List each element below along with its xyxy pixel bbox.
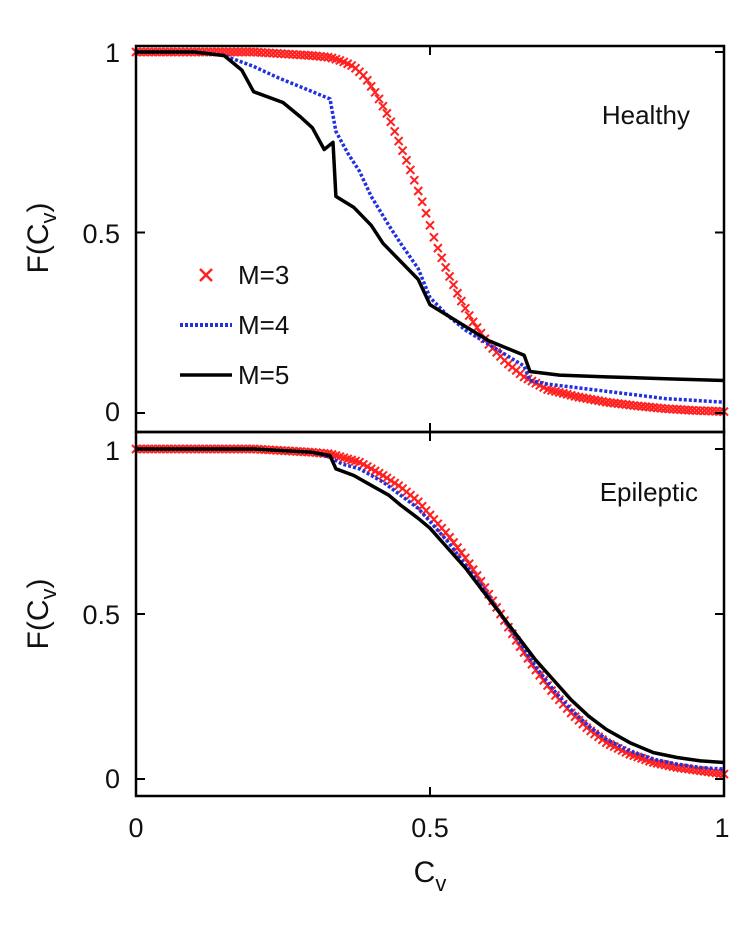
data-marker-m3	[366, 81, 376, 92]
series-line-m4	[136, 50, 725, 404]
data-marker-m3	[425, 220, 435, 230]
y-tick-label-0: 0	[105, 764, 120, 794]
data-marker-m3	[421, 208, 431, 218]
x-tick-label-0: 0	[128, 813, 143, 843]
data-marker-m3	[433, 243, 443, 253]
panel-label-epileptic: Epileptic	[600, 477, 698, 507]
legend: M=3 M=4 M=5	[180, 260, 289, 390]
data-marker-m3	[401, 155, 412, 166]
series-layer	[131, 444, 729, 779]
series-line-m5	[136, 50, 725, 383]
data-marker-m3	[440, 262, 451, 273]
panel-healthy: 0 0.5 1 F(Cv) Healthy M=3 M=4 M=5	[22, 38, 729, 434]
y-tick-label-0.5: 0.5	[82, 219, 120, 249]
data-marker-m3	[448, 280, 459, 290]
y-tick-label-0.5: 0.5	[82, 600, 120, 630]
tick-marks	[135, 46, 725, 432]
data-marker-m3	[417, 197, 427, 207]
legend-label-m3: M=3	[238, 260, 289, 290]
data-marker-m3	[452, 288, 463, 298]
data-marker-m3	[382, 108, 392, 119]
data-marker-m3	[464, 559, 474, 569]
data-marker-m3	[460, 303, 470, 314]
y-tick-label-0: 0	[105, 397, 120, 427]
panel-epileptic: 0 0.5 1 0 0.5 1 F(Cv) Cv Epileptic	[22, 430, 730, 896]
data-marker-m3	[413, 186, 423, 196]
data-marker-m3	[409, 175, 420, 185]
data-marker-m3	[468, 317, 478, 327]
legend-marker-m3	[199, 268, 213, 282]
data-marker-m3	[429, 232, 439, 243]
y-tick-label-1: 1	[105, 436, 120, 466]
data-marker-m3	[386, 117, 396, 127]
series-line-m4	[136, 447, 725, 771]
data-marker-m3	[378, 101, 388, 111]
legend-label-m5: M=5	[238, 360, 289, 390]
tick-marks	[135, 432, 725, 796]
data-marker-m3	[397, 145, 408, 156]
data-marker-m3	[390, 126, 400, 137]
data-marker-m3	[464, 310, 474, 321]
y-axis-label: F(Cv)	[22, 579, 61, 650]
x-tick-label-0.5: 0.5	[411, 813, 449, 843]
data-marker-m3	[370, 87, 380, 98]
data-marker-m3	[527, 659, 537, 669]
x-tick-label-1: 1	[714, 813, 729, 843]
data-marker-m3	[405, 165, 416, 175]
x-axis-label: Cv	[414, 856, 447, 896]
data-marker-m3	[374, 94, 384, 104]
legend-label-m4: M=4	[238, 310, 289, 340]
series-line-m5	[136, 447, 725, 765]
y-tick-label-1: 1	[105, 38, 120, 68]
data-marker-m3	[456, 296, 467, 306]
data-marker-m3	[444, 271, 455, 282]
y-axis-label: F(Cv)	[22, 203, 61, 274]
data-marker-m3	[362, 75, 372, 85]
data-marker-m3	[393, 136, 404, 146]
panel-label-healthy: Healthy	[602, 100, 690, 130]
data-marker-m3	[437, 253, 447, 263]
series-layer	[131, 47, 729, 417]
